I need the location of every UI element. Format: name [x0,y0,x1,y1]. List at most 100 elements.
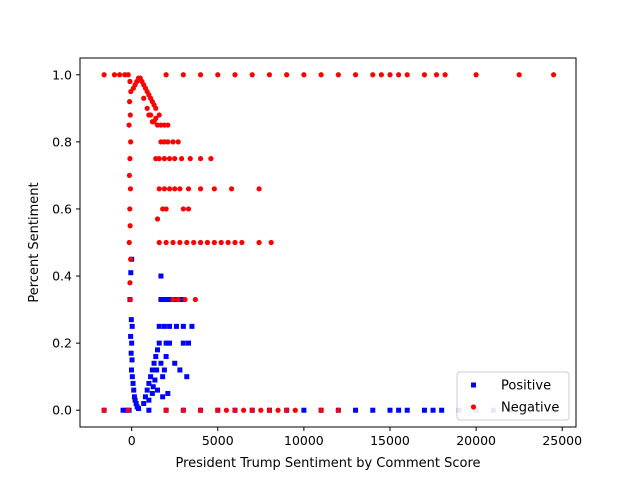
data-point-positive [158,273,164,279]
data-point-positive [128,333,134,339]
data-point-negative [170,239,176,246]
data-point-negative [204,239,211,246]
data-point-negative [211,239,217,246]
data-point-positive [179,297,185,303]
data-point-positive [129,374,135,380]
data-point-positive [133,401,139,407]
data-point-negative [197,156,204,162]
data-point-negative [146,112,152,118]
data-point-negative [185,186,192,192]
data-point-positive [128,317,134,323]
data-point-positive [149,367,155,373]
data-point-negative [127,186,134,192]
data-point-positive [439,407,445,413]
data-point-negative [180,72,186,78]
data-point-positive [155,387,160,393]
data-point-negative [127,99,133,105]
data-point-negative [127,280,133,286]
data-point-negative [101,72,107,78]
data-point-positive [353,407,359,413]
data-point-positive [165,390,171,396]
data-point-negative [156,239,162,246]
data-point-positive [177,367,183,373]
data-point-negative [197,186,204,192]
axis-ticks: 0 5000 10000 15000 20000 25000 0.0 0.2 0.4 0.6 0.8… [52,67,582,448]
data-point-negative [126,172,133,179]
data-point-positive [387,407,393,413]
data-point-positive [161,367,167,373]
y-tick-label: 1.0 [52,67,72,82]
data-point-positive [155,347,160,353]
data-point-negative [170,139,176,145]
x-axis-label: President Trump Sentiment by Comment Sco… [175,456,480,471]
data-point-positive [131,394,137,400]
data-point-negative [215,72,221,78]
data-point-positive [129,357,135,363]
x-tick-label: 15000 [370,433,410,448]
data-point-positive [151,360,157,366]
data-point-positive [173,323,179,329]
data-point-positive [180,323,186,329]
data-point-positive [120,407,126,413]
y-axis-label: Percent Sentiment [27,182,42,302]
data-point-positive [163,354,169,360]
data-point-negative [184,239,190,246]
x-tick-label: 25000 [542,433,582,448]
series-negative [101,72,557,413]
x-tick-label: 0 [128,433,136,448]
data-point-negative [177,239,183,246]
data-point-negative [161,156,167,162]
data-point-negative [387,72,393,78]
data-point-negative [165,139,171,145]
data-point-negative [154,216,161,222]
y-tick-label: 0.0 [52,403,72,418]
legend-marker-negative [470,404,477,410]
y-tick-label: 0.8 [52,134,72,149]
data-point-negative [197,239,204,246]
data-point-negative [101,407,107,413]
data-point-negative [175,139,181,145]
data-point-positive [144,387,150,393]
data-point-positive [160,374,166,380]
data-point-positive [152,377,158,383]
data-point-negative [166,156,173,162]
data-point-positive [146,407,152,413]
x-tick-label: 5000 [202,433,234,448]
data-point-positive [128,350,134,356]
data-point-positive [161,323,167,329]
data-point-positive [184,374,190,380]
data-point-negative [126,239,132,246]
data-point-positive [136,406,142,412]
data-point-positive [129,340,135,346]
data-point-negative [163,206,169,212]
data-point-negative [156,156,162,162]
data-point-negative [516,72,522,78]
data-point-negative [111,72,118,78]
data-point-negative [125,407,131,413]
data-point-positive [180,340,186,346]
data-point-negative [187,156,193,162]
data-point-positive [129,323,135,329]
data-point-negative [266,407,273,413]
data-point-positive [160,394,166,400]
data-point-negative [127,112,133,118]
data-point-positive [153,354,159,360]
data-point-negative [163,72,169,78]
data-point-positive [172,360,178,366]
data-point-positive [128,270,134,276]
data-point-positive [396,407,402,413]
data-point-positive [150,384,156,390]
data-point-positive [146,397,152,403]
data-point-negative [191,239,197,246]
legend-label-negative: Negative [501,401,559,416]
data-marks [101,72,557,413]
data-point-negative [127,223,133,229]
data-point-negative [211,186,217,192]
data-point-negative [161,186,167,192]
data-point-positive [430,407,436,413]
y-tick-label: 0.4 [52,269,72,284]
data-point-negative [185,206,192,212]
data-point-positive [128,367,134,373]
data-point-negative [192,296,198,303]
